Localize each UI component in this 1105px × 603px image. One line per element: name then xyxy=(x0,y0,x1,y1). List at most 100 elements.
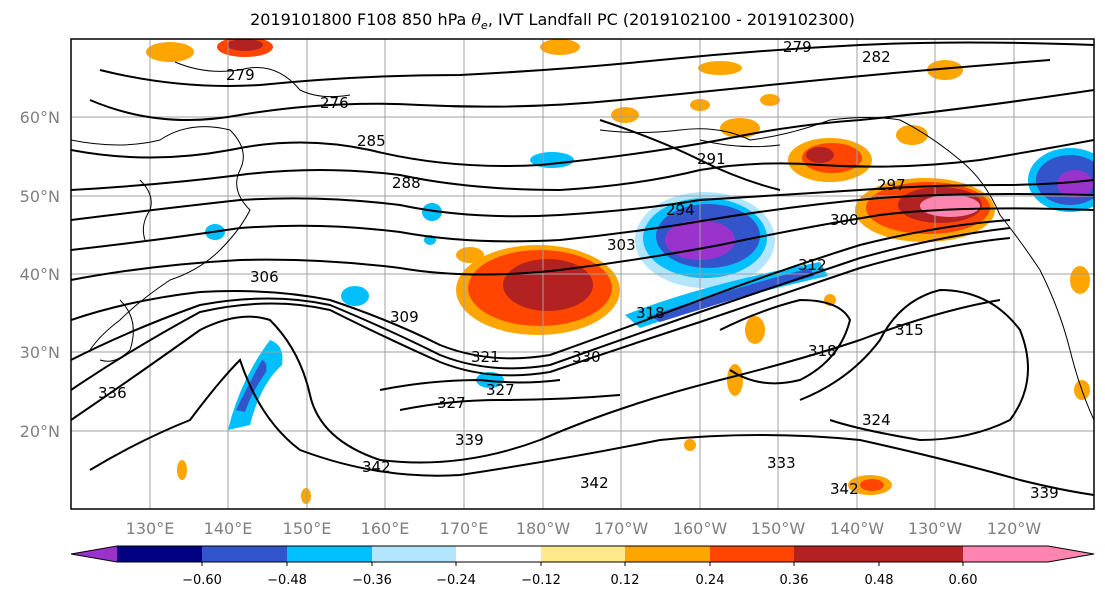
contour-label: 327 xyxy=(486,381,515,399)
contour-label: 318 xyxy=(808,342,837,360)
cold-anomaly xyxy=(1057,170,1093,198)
contour-label: 288 xyxy=(392,174,421,192)
contour-label: 279 xyxy=(783,38,812,56)
warm-anomaly xyxy=(896,125,928,145)
contour-label: 303 xyxy=(607,236,636,254)
contour-labels: 279 282 279 276 285 288 291 294 297 300 … xyxy=(98,38,1059,502)
longitude-labels: 130°E 140°E 150°E 160°E 170°E 180°W 170°… xyxy=(126,519,1042,538)
warm-anomaly xyxy=(760,94,780,106)
cold-anomaly xyxy=(422,203,442,221)
warm-anomaly xyxy=(698,61,742,75)
lat-label: 60°N xyxy=(20,108,60,127)
contour-label: 282 xyxy=(862,48,891,66)
colorbar-segment xyxy=(456,546,541,562)
colorbar-tick-label: −0.48 xyxy=(267,573,307,588)
warm-anomaly xyxy=(806,147,834,163)
colorbar-segment xyxy=(541,546,625,562)
contour-label: 330 xyxy=(572,348,601,366)
colorbar-tick-label: 0.12 xyxy=(611,573,640,588)
warm-anomaly xyxy=(177,460,187,480)
colorbar-tick-label: 0.48 xyxy=(865,573,894,588)
warm-anomaly xyxy=(611,107,639,123)
title-prefix: 2019101800 F108 850 hPa xyxy=(250,10,472,29)
colorbar-under-triangle xyxy=(71,546,117,562)
warm-anomaly xyxy=(684,439,696,451)
colorbar-ticks xyxy=(201,562,964,566)
lon-label: 180°W xyxy=(516,519,571,538)
contour-label: 315 xyxy=(895,321,924,339)
lon-label: 170°W xyxy=(594,519,649,538)
contour-label: 339 xyxy=(455,431,484,449)
colorbar: −0.60 −0.48 −0.36 −0.24 −0.12 0.12 0.24 … xyxy=(70,545,1095,588)
theta-e-contours xyxy=(71,41,1094,496)
warm-anomaly xyxy=(456,247,484,263)
warm-anomaly xyxy=(301,488,311,504)
contour-label: 309 xyxy=(390,308,419,326)
warm-anomaly xyxy=(503,259,593,311)
warm-anomaly xyxy=(540,39,580,55)
colorbar-tick-label: 0.24 xyxy=(696,573,725,588)
colorbar-segment xyxy=(202,546,287,562)
contour-label: 279 xyxy=(226,66,255,84)
colorbar-tick-label: −0.24 xyxy=(436,573,476,588)
colorbar-tick-label: −0.12 xyxy=(521,573,561,588)
lat-label: 40°N xyxy=(20,265,60,284)
lon-label: 170°E xyxy=(440,519,489,538)
lat-label: 30°N xyxy=(20,343,60,362)
lon-label: 150°W xyxy=(751,519,806,538)
contour-label: 336 xyxy=(98,384,127,402)
contour-label: 342 xyxy=(830,480,859,498)
colorbar-segment xyxy=(625,546,710,562)
colorbar-segment xyxy=(372,546,456,562)
warm-anomaly xyxy=(727,364,743,396)
warm-anomaly xyxy=(927,60,963,80)
lon-label: 130°W xyxy=(908,519,963,538)
contour-label: 297 xyxy=(877,176,906,194)
map-frame xyxy=(70,38,1095,510)
contour-label: 318 xyxy=(636,304,665,322)
contour-label: 300 xyxy=(830,211,859,229)
lat-label: 50°N xyxy=(20,187,60,206)
contour-label: 342 xyxy=(362,458,391,476)
colorbar-over-triangle xyxy=(1048,546,1094,562)
contour-label: 294 xyxy=(666,201,695,219)
lon-label: 140°W xyxy=(830,519,885,538)
theta-subscript: e xyxy=(481,19,488,33)
contour-label: 324 xyxy=(862,411,891,429)
contour-label: 276 xyxy=(320,94,349,112)
coastlines xyxy=(71,61,1094,421)
contour-label: 285 xyxy=(357,132,386,150)
title-suffix: , IVT Landfall PC (2019102100 - 20191023… xyxy=(487,10,855,29)
colorbar-tick-label: −0.60 xyxy=(182,573,222,588)
map-title: 2019101800 F108 850 hPa θe, IVT Landfall… xyxy=(0,10,1105,32)
cold-anomaly xyxy=(650,268,814,322)
lon-label: 150°E xyxy=(283,519,332,538)
graticule xyxy=(71,39,1094,509)
map-panel: 279 282 279 276 285 288 291 294 297 300 … xyxy=(71,38,1094,509)
colorbar-segment xyxy=(879,546,963,562)
colorbar-segment xyxy=(710,546,794,562)
warm-anomaly xyxy=(146,42,194,62)
warm-anomaly xyxy=(1070,266,1090,294)
lon-label: 160°W xyxy=(673,519,728,538)
colorbar-outline xyxy=(70,545,1095,563)
warm-anomaly xyxy=(920,195,980,217)
contour-label: 312 xyxy=(798,256,827,274)
colorbar-segment xyxy=(117,546,202,562)
contour-label: 291 xyxy=(697,150,726,168)
contour-label: 321 xyxy=(471,348,500,366)
lon-label: 160°E xyxy=(361,519,410,538)
latitude-labels: 60°N 50°N 40°N 30°N 20°N xyxy=(20,108,60,441)
contour-label: 339 xyxy=(1030,484,1059,502)
cold-anomaly xyxy=(476,372,504,388)
lon-label: 140°E xyxy=(204,519,253,538)
contour-label: 327 xyxy=(437,394,466,412)
colorbar-segment xyxy=(794,546,879,562)
contour-label: 306 xyxy=(250,268,279,286)
colorbar-tick-label: 0.36 xyxy=(780,573,809,588)
cold-anomaly xyxy=(341,286,369,306)
colorbar-tick-label: 0.60 xyxy=(949,573,978,588)
warm-anomaly xyxy=(860,479,884,491)
colorbar-segment xyxy=(287,546,372,562)
